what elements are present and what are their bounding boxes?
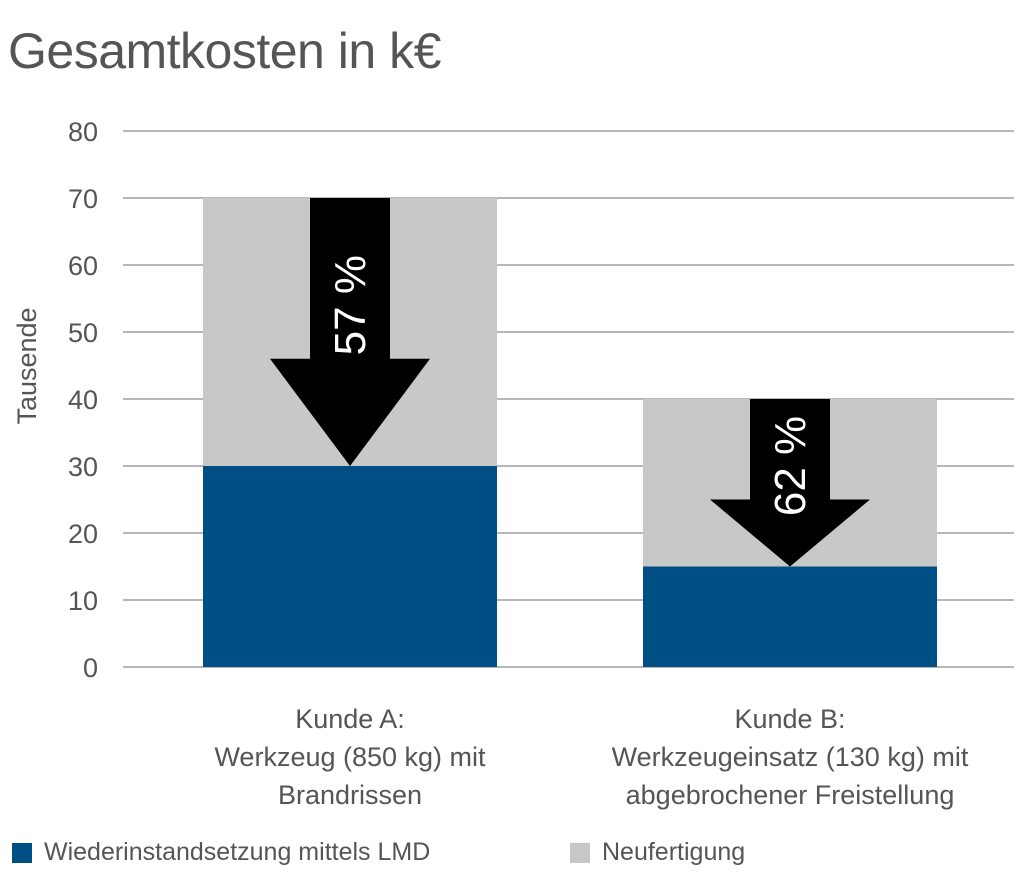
chart-title: Gesamtkosten in k€ bbox=[8, 23, 441, 79]
category-label-line: Werkzeugeinsatz (130 kg) mit bbox=[611, 742, 969, 772]
category-label-line: abgebrochener Freistellung bbox=[625, 780, 955, 810]
y-tick-label: 70 bbox=[68, 184, 98, 214]
reduction-arrows: 57 % 62 % bbox=[270, 198, 870, 567]
legend-label-lmd: Wiederinstandsetzung mittels LMD bbox=[44, 838, 431, 866]
category-label-line: Brandrissen bbox=[277, 780, 423, 810]
y-tick-label: 0 bbox=[83, 653, 98, 683]
bar-segment-lmd bbox=[643, 566, 937, 667]
reduction-arrow bbox=[710, 399, 870, 567]
reduction-percent-label: 57 % bbox=[326, 255, 375, 355]
y-tick-label: 50 bbox=[68, 318, 98, 348]
category-label-kunde-a: Kunde A: Werkzeug (850 kg) mit Brandriss… bbox=[140, 700, 560, 814]
category-label-line: Kunde A: bbox=[295, 704, 405, 734]
legend-label-neufertigung: Neufertigung bbox=[602, 838, 746, 866]
legend-item-lmd: Wiederinstandsetzung mittels LMD bbox=[12, 838, 430, 867]
category-label-kunde-b: Kunde B: Werkzeugeinsatz (130 kg) mit ab… bbox=[580, 700, 1000, 814]
reduction-percent-label: 62 % bbox=[766, 416, 815, 516]
legend-swatch-neufertigung bbox=[570, 842, 590, 863]
category-label-line: Werkzeug (850 kg) mit bbox=[214, 742, 486, 772]
legend-item-neufertigung: Neufertigung bbox=[570, 838, 745, 867]
bar-segment-lmd bbox=[203, 466, 497, 667]
y-tick-label: 60 bbox=[68, 251, 98, 281]
category-label-line: Kunde B: bbox=[734, 704, 846, 734]
y-tick-label: 30 bbox=[68, 452, 98, 482]
y-axis-label: Tausende bbox=[12, 307, 42, 424]
y-tick-label: 10 bbox=[68, 586, 98, 616]
y-tick-label: 80 bbox=[68, 117, 98, 147]
y-tick-label: 40 bbox=[68, 385, 98, 415]
y-axis-ticks: 0 10 20 30 40 50 60 70 80 bbox=[68, 117, 98, 683]
y-tick-label: 20 bbox=[68, 519, 98, 549]
reduction-arrow bbox=[270, 198, 430, 466]
legend-swatch-lmd bbox=[12, 842, 32, 863]
